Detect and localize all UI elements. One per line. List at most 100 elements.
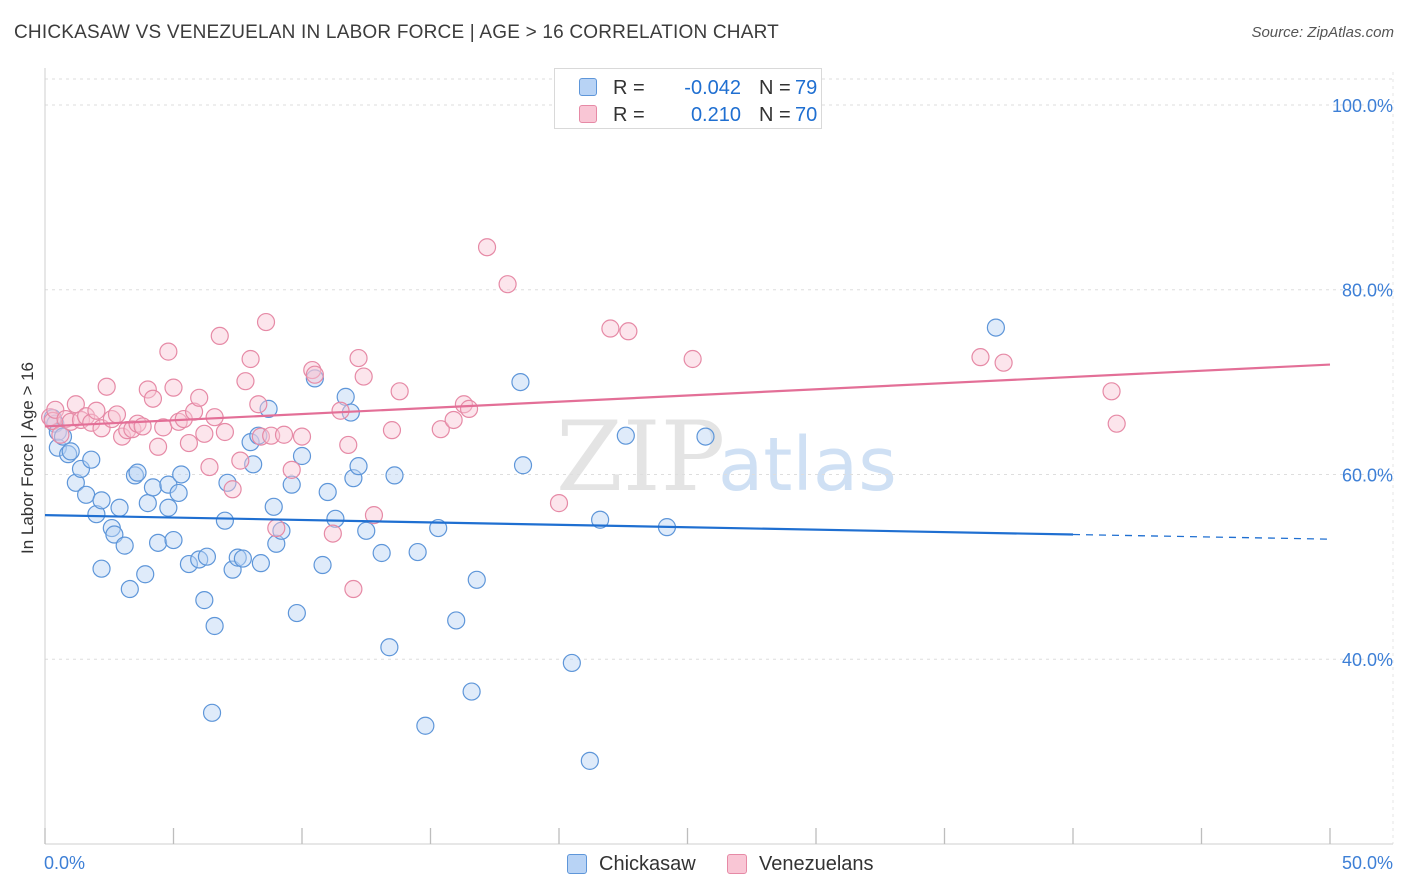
venezuelans-point — [46, 400, 65, 419]
trend-line-chickasaw — [44, 514, 1074, 536]
source-label: Source: ZipAtlas.com — [1251, 24, 1394, 41]
correlation-legend: R = -0.042 N = 79 R = 0.210 N = 70 — [554, 68, 822, 129]
venezuelans-point — [262, 426, 281, 445]
venezuelans-point — [331, 401, 350, 420]
venezuelans-point — [444, 410, 463, 430]
venezuelans-point — [256, 312, 276, 332]
x-tick-label: 0.0% — [44, 853, 85, 873]
chickasaw-point — [372, 543, 391, 563]
chickasaw-point — [82, 450, 101, 469]
legend-n-label: N = — [759, 104, 791, 126]
venezuelans-point — [159, 342, 178, 361]
chickasaw-point — [66, 473, 85, 492]
y-tick-label: 100.0% — [1332, 96, 1393, 116]
chickasaw-point — [357, 521, 376, 540]
venezuelans-point — [431, 420, 450, 439]
chickasaw-point — [169, 483, 188, 503]
venezuelans-point — [382, 421, 402, 440]
chickasaw-point — [467, 570, 486, 589]
venezuelans-point — [215, 422, 234, 442]
chickasaw-point — [349, 457, 368, 476]
venezuelans-point — [498, 275, 517, 294]
chickasaw-point — [53, 427, 73, 446]
venezuelans-point — [97, 377, 116, 396]
venezuelans-point — [231, 451, 250, 470]
legend-r-label: R = — [613, 104, 645, 126]
chickasaw-point — [105, 525, 124, 544]
venezuelans-point — [390, 382, 409, 401]
venezuelans-point — [190, 388, 209, 407]
chickasaw-point — [205, 616, 224, 636]
chart-title: CHICKASAW VS VENEZUELAN IN LABOR FORCE |… — [14, 22, 779, 43]
chickasaw-point — [562, 653, 581, 673]
venezuelans-point — [169, 412, 188, 431]
venezuelans-point — [107, 405, 127, 424]
chickasaw-point — [264, 497, 283, 516]
chickasaw-point — [215, 511, 234, 530]
venezuelans-point — [323, 524, 342, 543]
bottom-legend-swatch-venezuelans — [727, 854, 747, 874]
venezuelans-point — [56, 409, 75, 429]
legend-swatch-venezuelans — [579, 105, 597, 123]
watermark-atlas: atlas — [718, 422, 897, 508]
chickasaw-point — [287, 603, 306, 623]
venezuelans-point — [619, 322, 638, 341]
legend-swatch-chickasaw — [579, 78, 597, 96]
venezuelans-point — [87, 401, 106, 420]
y-tick-label: 60.0% — [1342, 465, 1393, 485]
axes — [44, 68, 1393, 845]
venezuelans-point — [477, 238, 497, 257]
venezuelans-point — [549, 494, 569, 513]
chickasaw-point — [71, 459, 91, 479]
chickasaw-point — [223, 560, 242, 579]
chickasaw-point — [179, 554, 199, 574]
venezuelans-point — [138, 380, 157, 399]
chickasaw-point — [228, 548, 247, 567]
legend-n-value: 79 — [795, 77, 818, 99]
chickasaw-point — [148, 533, 168, 552]
chickasaw-point — [986, 318, 1006, 337]
venezuelans-point — [223, 480, 242, 499]
venezuelans-point — [200, 457, 219, 477]
chickasaw-point — [143, 478, 163, 497]
venezuelans-point — [339, 435, 358, 455]
chickasaw-point — [77, 485, 96, 504]
chickasaw-point — [120, 579, 139, 599]
chickasaw-point — [272, 521, 291, 540]
legend-n-value: 70 — [795, 104, 818, 126]
chickasaw-point — [591, 510, 610, 529]
venezuelans-point — [1107, 414, 1126, 433]
chickasaw-point — [447, 611, 466, 630]
chickasaw-point — [164, 530, 183, 550]
chickasaw-point — [125, 466, 145, 485]
venezuelans-point — [195, 424, 214, 443]
legend-n-label: N = — [759, 77, 791, 99]
trend-line-venezuelans — [44, 363, 1331, 428]
chickasaw-point — [292, 446, 312, 466]
chickasaw-point — [282, 475, 301, 494]
venezuelans-point — [344, 579, 363, 599]
legend-r-value: 0.210 — [690, 104, 741, 126]
venezuelans-point — [164, 378, 183, 397]
chickasaw-point — [511, 372, 530, 392]
chickasaw-point — [408, 542, 427, 562]
venezuelans-point — [994, 353, 1013, 372]
chickasaw-point — [429, 518, 448, 538]
chickasaw-point — [380, 638, 399, 657]
chickasaw-point — [138, 494, 157, 513]
y-axis-label: In Labor Force | Age > 16 — [18, 361, 37, 555]
chickasaw-point — [202, 703, 222, 722]
chickasaw-point — [259, 399, 278, 418]
venezuelans-point — [236, 372, 255, 391]
trend-line-extension — [1072, 533, 1331, 540]
trend-lines — [44, 363, 1331, 540]
venezuelans-point — [601, 319, 620, 338]
venezuelans-point — [282, 460, 301, 479]
chickasaw-point — [136, 565, 155, 584]
venezuelans-point — [128, 414, 147, 433]
chickasaw-point — [462, 682, 481, 701]
bottom-legend-label: Venezuelans — [759, 853, 874, 875]
chickasaw-point — [87, 505, 106, 524]
legend-r-label: R = — [613, 77, 645, 99]
venezuelans-point — [267, 518, 286, 538]
